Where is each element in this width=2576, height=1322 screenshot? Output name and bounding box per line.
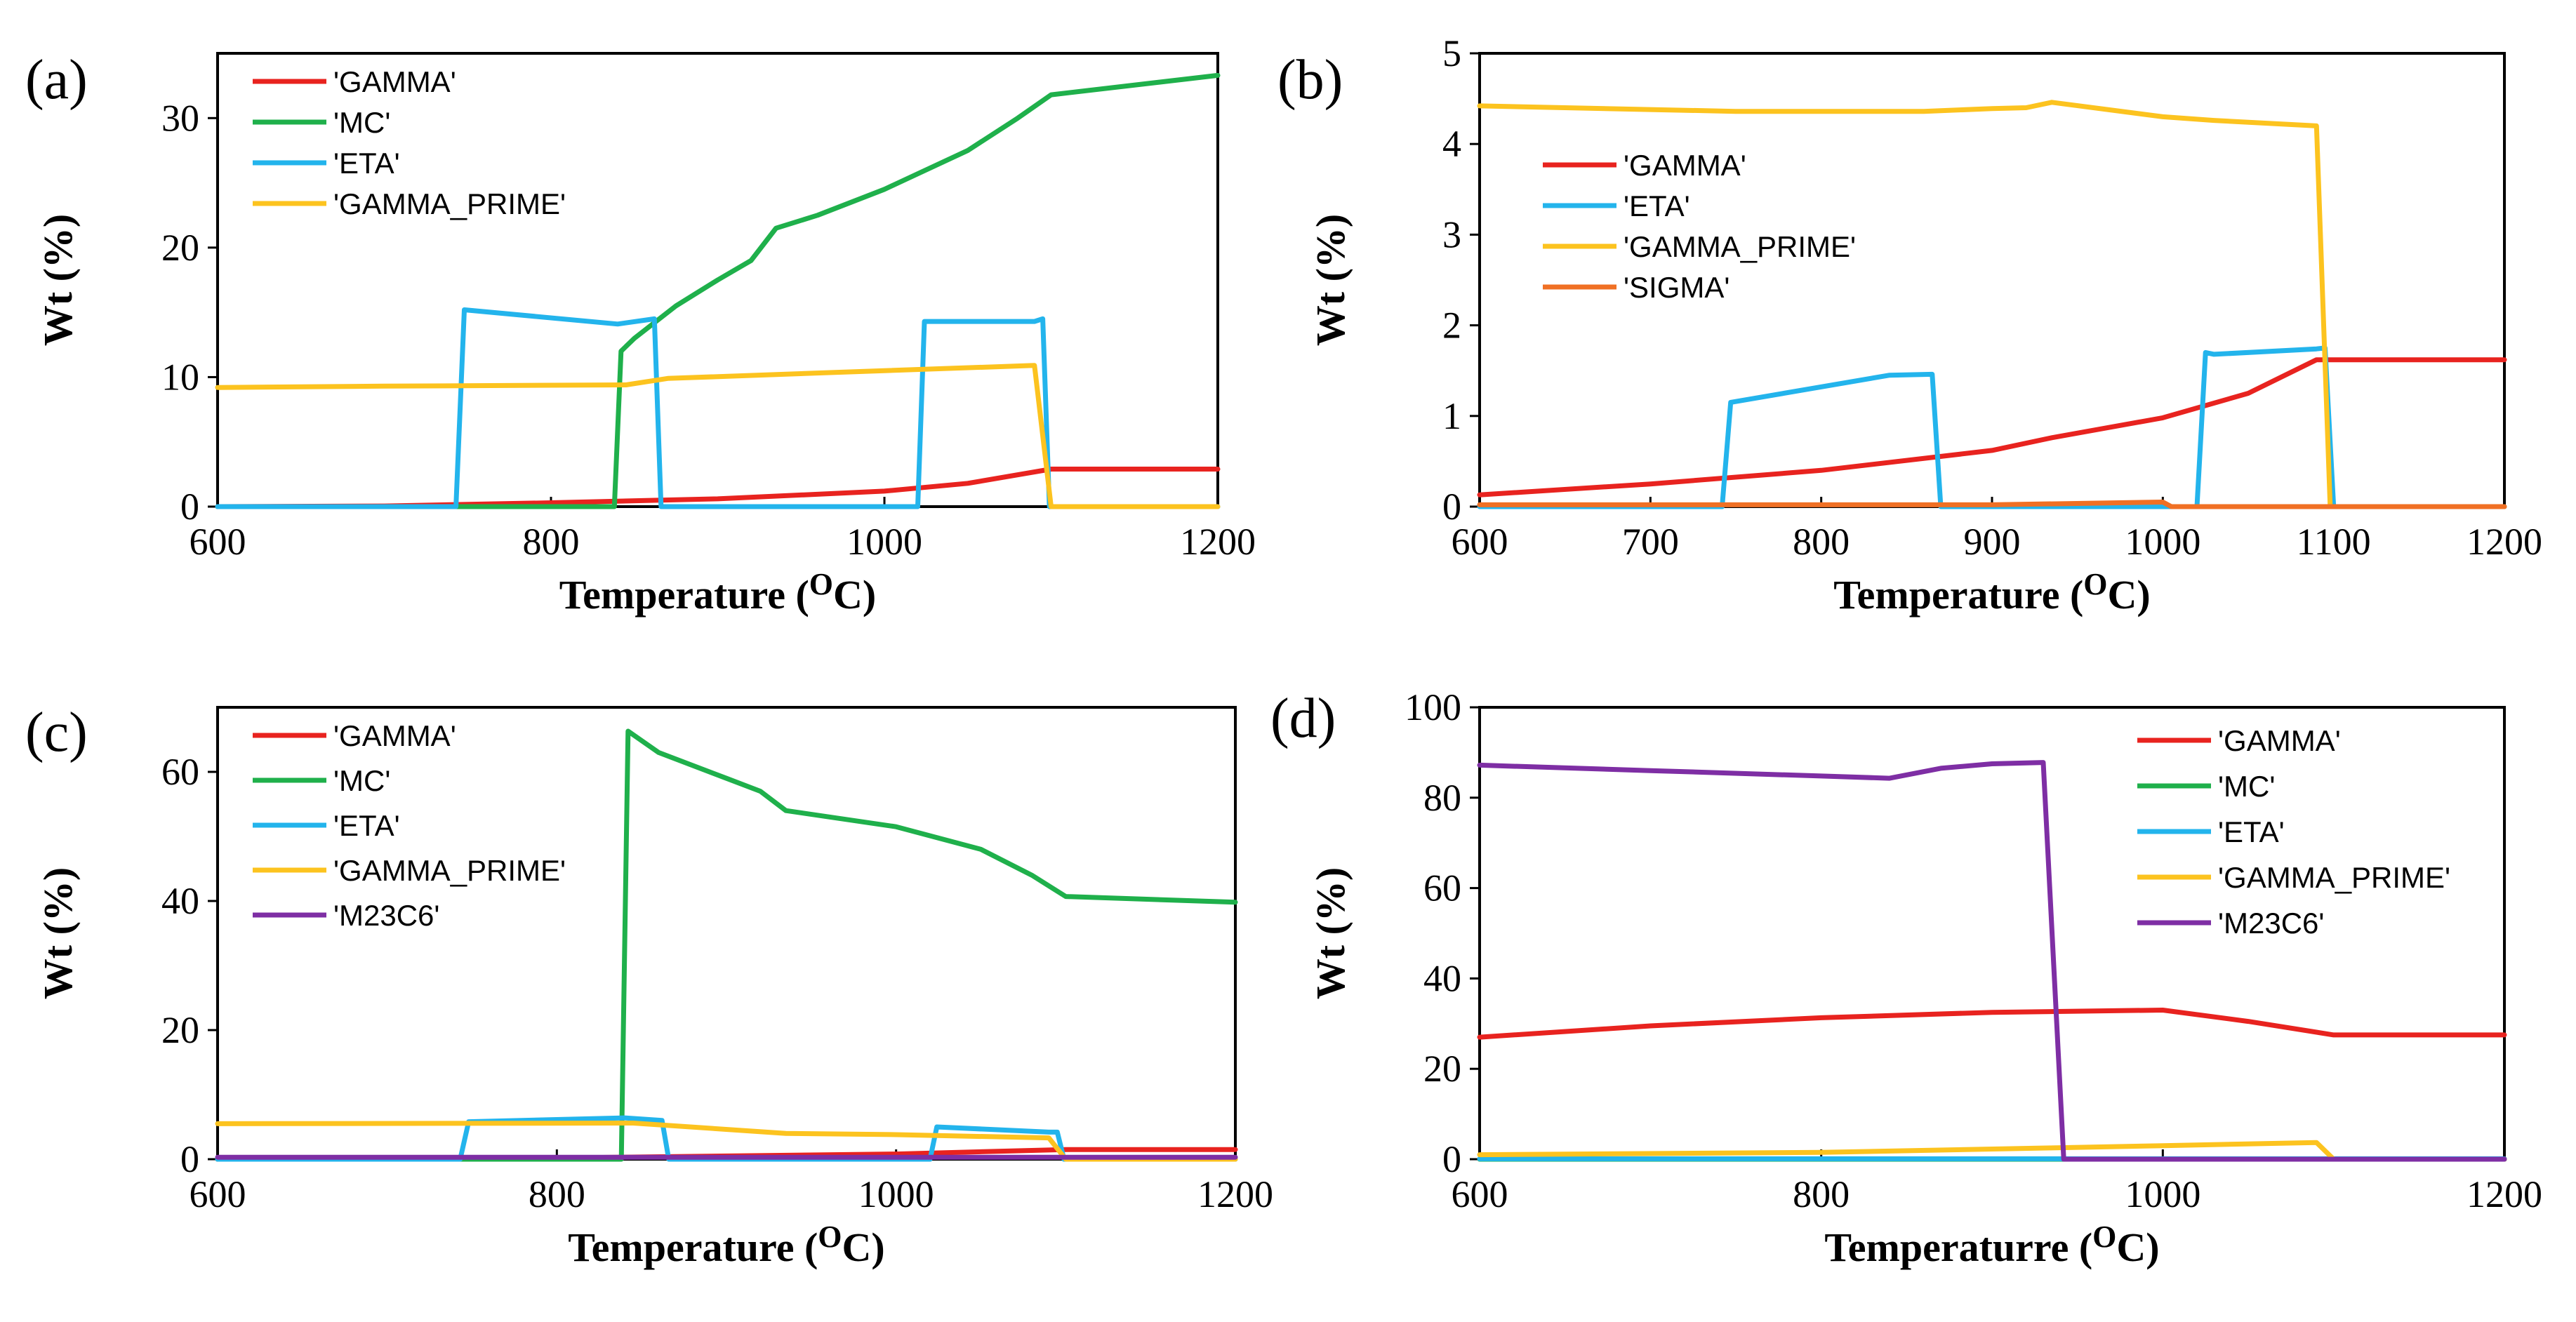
y-tick-label: 20 <box>161 227 199 269</box>
x-tick-label: 1200 <box>2467 1173 2542 1215</box>
panel-label: (c) <box>25 702 88 763</box>
legend-label: 'GAMMA' <box>333 65 456 98</box>
x-axis-title: Temperature (OC) <box>1833 567 2150 617</box>
legend-label: 'MC' <box>333 764 390 797</box>
series-line-sigma <box>1477 500 2507 509</box>
x-tick-label: 700 <box>1622 521 1679 563</box>
x-tick-label: 800 <box>529 1173 585 1215</box>
x-tick-label: 1000 <box>858 1173 934 1215</box>
chart-panel-4: (d) 600 800 1000 1200 0 20 40 60 80 100 Temperaturr… <box>1270 686 2542 1270</box>
panel-label: (d) <box>1270 688 1336 749</box>
x-axis-title: Temperature (OC) <box>559 567 876 617</box>
y-tick-label: 20 <box>161 1009 199 1051</box>
legend: 'GAMMA' 'MC' 'ETA' 'GAMMA_PRIME' 'M23C6' <box>2137 724 2450 940</box>
y-tick-label: 60 <box>161 751 199 793</box>
x-tick-label: 1000 <box>2125 1173 2200 1215</box>
panel-label: (b) <box>1277 49 1343 111</box>
y-tick-label: 0 <box>1442 486 1461 528</box>
y-axis-title: Wt (%) <box>1308 214 1353 346</box>
legend-label: 'GAMMA_PRIME' <box>333 854 566 887</box>
legend-label: 'ETA' <box>333 809 400 842</box>
x-tick-label: 1200 <box>1180 521 1256 563</box>
series-line-gamma <box>215 467 1221 509</box>
x-tick-label: 800 <box>1793 521 1850 563</box>
y-tick-label: 80 <box>1423 777 1461 819</box>
x-tick-label: 600 <box>190 521 246 563</box>
legend-label: 'M23C6' <box>2218 907 2324 940</box>
chart-panel-1: (a) 600 800 1000 1200 0 10 20 30 Temperature (OC)… <box>25 49 1256 617</box>
plot-frame <box>1478 706 2506 1161</box>
y-tick-label: 100 <box>1405 686 1461 728</box>
x-axis-title: Temperature (OC) <box>568 1220 884 1270</box>
legend-label: 'SIGMA' <box>1624 271 1729 304</box>
x-tick-label: 1200 <box>1197 1173 1273 1215</box>
y-tick-label: 3 <box>1442 213 1461 255</box>
legend-label: 'GAMMA' <box>333 719 456 752</box>
legend-label: 'ETA' <box>333 147 400 180</box>
y-tick-label: 0 <box>180 1138 199 1180</box>
series-line-mc <box>215 728 1238 1162</box>
legend-label: 'GAMMA_PRIME' <box>1624 230 1856 263</box>
legend: 'GAMMA' 'MC' 'ETA' 'GAMMA_PRIME' 'M23C6' <box>253 719 566 932</box>
x-tick-label: 800 <box>1793 1173 1850 1215</box>
legend: 'GAMMA' 'ETA' 'GAMMA_PRIME' 'SIGMA' <box>1543 149 1856 304</box>
chart-panel-3: (c) 600 800 1000 1200 0 20 40 60 Temperature (OC)… <box>25 702 1273 1270</box>
series-line-eta <box>215 307 1221 509</box>
series-line-m23c6 <box>1477 760 2507 1162</box>
series-line-gamma <box>1477 357 2507 498</box>
y-tick-label: 40 <box>161 880 199 922</box>
y-axis-title: Wt (%) <box>35 867 81 999</box>
y-tick-label: 60 <box>1423 867 1461 909</box>
legend-label: 'GAMMA_PRIME' <box>2218 861 2450 894</box>
legend-label: 'ETA' <box>1624 189 1690 222</box>
y-tick-label: 40 <box>1423 957 1461 999</box>
series-line-gamma-prime <box>215 363 1221 509</box>
y-tick-label: 0 <box>1442 1138 1461 1180</box>
panel-label: (a) <box>25 49 88 111</box>
series-line-mc <box>215 72 1221 509</box>
x-tick-label: 900 <box>1964 521 2021 563</box>
y-tick-label: 5 <box>1442 32 1461 74</box>
x-tick-label: 800 <box>523 521 580 563</box>
legend: 'GAMMA' 'MC' 'ETA' 'GAMMA_PRIME' <box>253 65 566 220</box>
chart-panel-2: (b) 600 700 800 900 1000 1100 1200 0 1 2 3 4 5 Tempera… <box>1277 32 2542 617</box>
legend-label: 'GAMMA' <box>2218 724 2341 757</box>
x-tick-label: 600 <box>190 1173 246 1215</box>
y-tick-label: 2 <box>1442 305 1461 347</box>
x-tick-label: 600 <box>1452 521 1508 563</box>
x-tick-label: 1100 <box>2297 521 2371 563</box>
y-tick-label: 0 <box>180 486 199 528</box>
y-axis-title: Wt (%) <box>1308 867 1353 999</box>
x-tick-label: 1000 <box>847 521 922 563</box>
legend-label: 'MC' <box>333 106 390 139</box>
legend-label: 'MC' <box>2218 770 2275 803</box>
y-axis-title: Wt (%) <box>35 214 81 346</box>
x-tick-label: 600 <box>1452 1173 1508 1215</box>
legend-label: 'GAMMA' <box>1624 149 1746 182</box>
x-tick-label: 1200 <box>2467 521 2542 563</box>
y-tick-label: 1 <box>1442 395 1461 437</box>
y-tick-label: 20 <box>1423 1048 1461 1090</box>
series-line-gamma <box>1477 1008 2507 1040</box>
legend-label: 'M23C6' <box>333 899 439 932</box>
series-line-gamma-prime <box>1477 100 2507 509</box>
y-tick-label: 30 <box>161 97 199 139</box>
y-tick-label: 4 <box>1442 123 1461 165</box>
y-tick-label: 10 <box>161 356 199 398</box>
legend-label: 'GAMMA_PRIME' <box>333 187 566 220</box>
legend-label: 'ETA' <box>2218 815 2285 848</box>
x-tick-label: 1000 <box>2125 521 2200 563</box>
x-axis-title: Temperaturre (OC) <box>1824 1220 2159 1270</box>
